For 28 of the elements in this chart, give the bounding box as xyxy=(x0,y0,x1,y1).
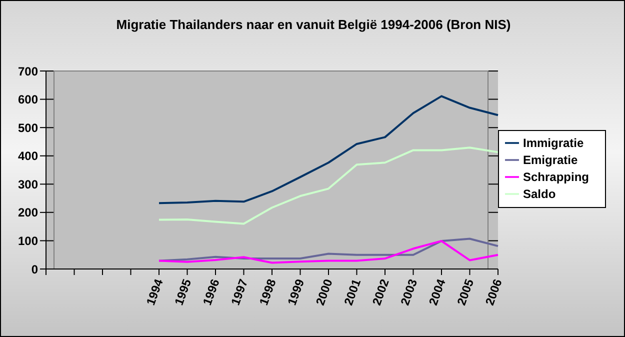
legend-label: Emigratie xyxy=(522,152,578,166)
y-tick-label: 100 xyxy=(18,234,38,248)
x-tick-label: 2001 xyxy=(341,276,364,308)
legend-label: Immigratie xyxy=(522,136,584,150)
x-tick-label: 2000 xyxy=(313,276,336,308)
x-tick-label: 1999 xyxy=(284,276,308,308)
x-tick-label: 2005 xyxy=(454,276,477,308)
x-tick-label: 1997 xyxy=(228,276,251,308)
x-tick-label: 1995 xyxy=(172,276,194,308)
y-tick-label: 400 xyxy=(18,149,38,164)
x-tick-label: 1998 xyxy=(256,276,279,308)
y-tick-label: 700 xyxy=(18,64,38,78)
y-tick-label: 0 xyxy=(31,262,38,276)
legend-label: Saldo xyxy=(522,186,556,200)
y-tick-label: 600 xyxy=(18,92,38,107)
line-series xyxy=(158,146,499,225)
x-tick-label: 2004 xyxy=(426,276,448,308)
x-tick-label: 1996 xyxy=(200,276,222,308)
y-tick-label: 500 xyxy=(18,120,38,135)
x-tick-label: 2002 xyxy=(370,276,392,308)
chart-title: Migratie Thailanders naar en vanuit België 1994-2006 (Bron NIS) xyxy=(115,17,512,32)
x-tick-label: 1994 xyxy=(144,276,166,308)
legend-label: Schrapping xyxy=(522,170,589,184)
y-tick-label: 300 xyxy=(18,177,38,192)
x-tick-label: 2006 xyxy=(482,276,505,308)
y-tick-label: 200 xyxy=(18,206,38,220)
x-tick-label: 2003 xyxy=(398,276,420,308)
line-series xyxy=(158,95,499,204)
